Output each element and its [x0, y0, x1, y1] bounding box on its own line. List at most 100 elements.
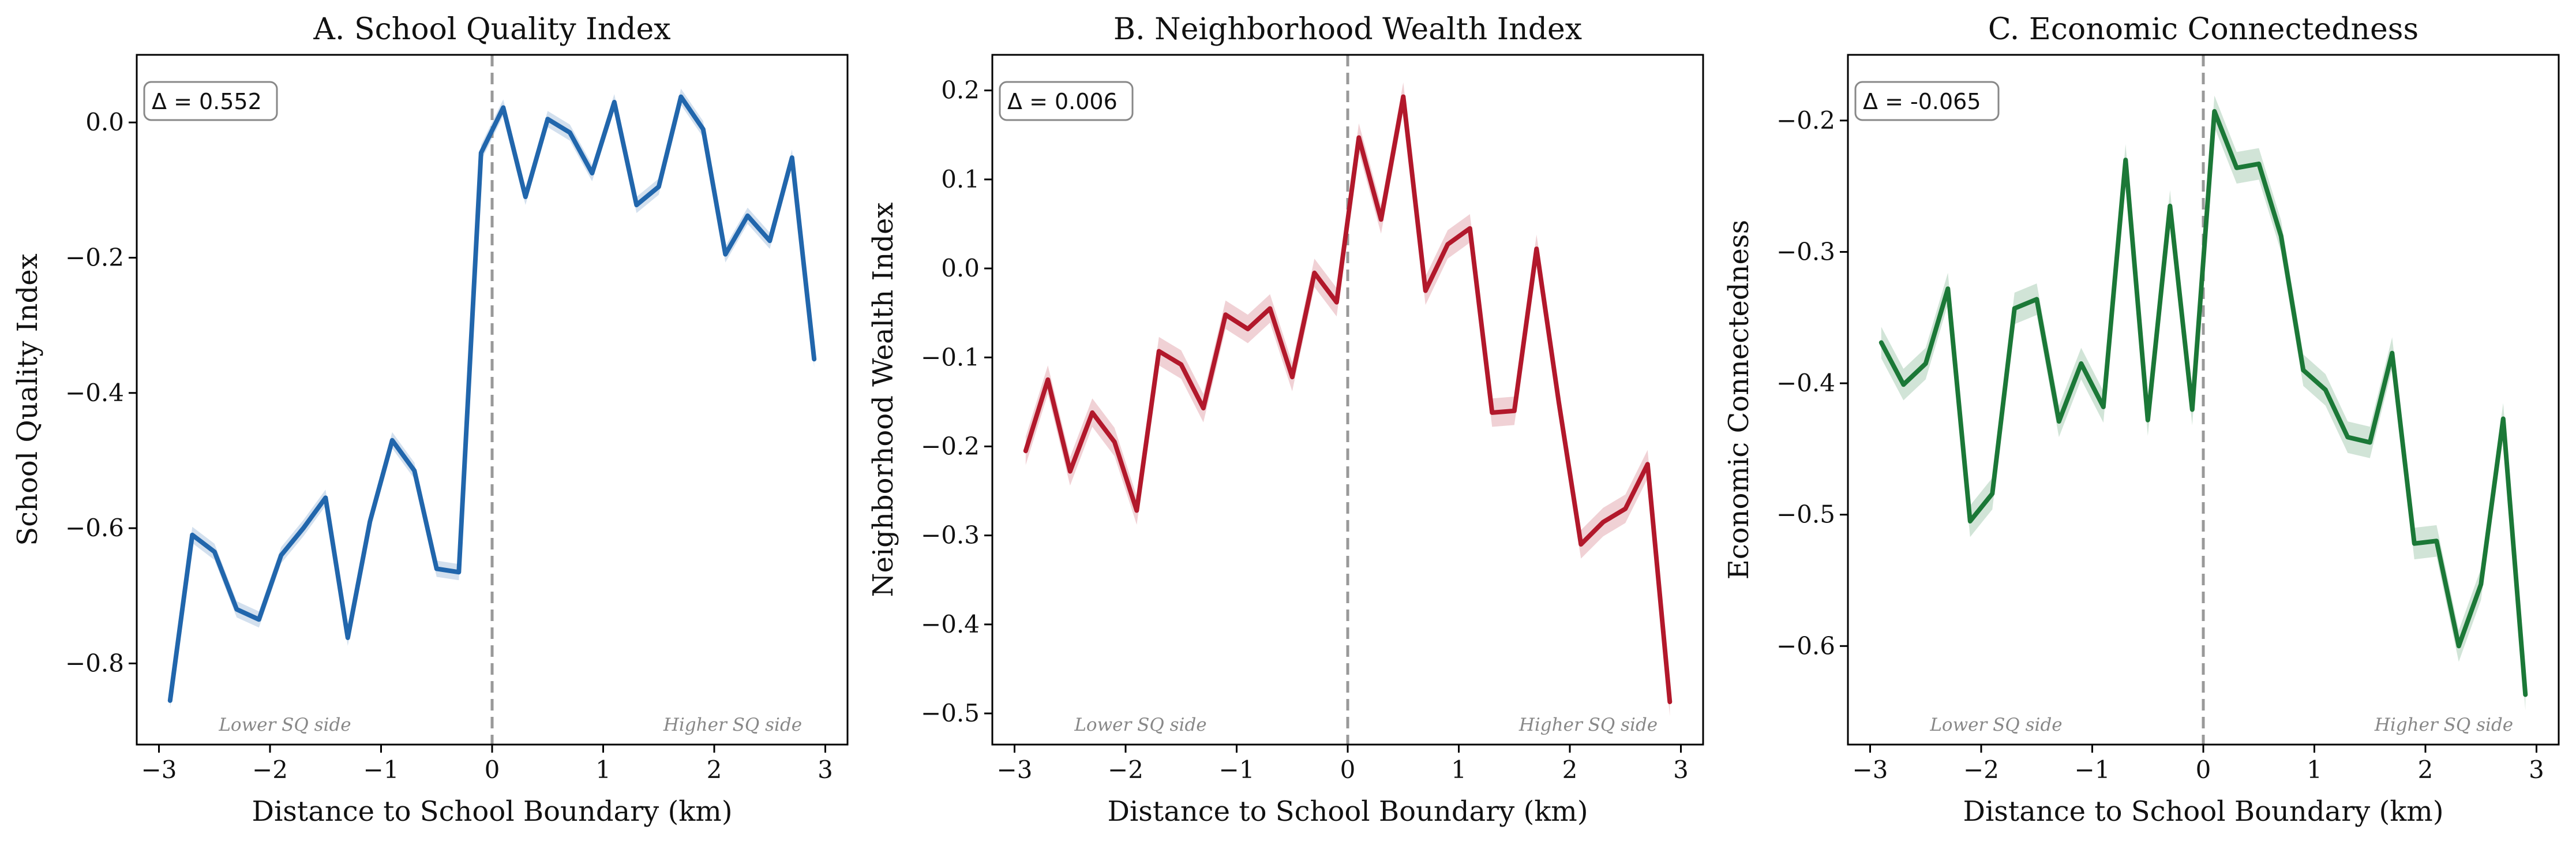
x-tick-label: 0 [485, 756, 500, 784]
x-tick-label: −1 [2075, 756, 2110, 784]
data-point [1202, 406, 1205, 410]
panel-title: B. Neighborhood Wealth Index [1113, 12, 1582, 47]
higher-side-label: Higher SQ side [2374, 715, 2513, 735]
data-point [2435, 539, 2438, 543]
x-axis-label: Distance to School Boundary (km) [252, 795, 732, 828]
data-point [1024, 449, 1028, 453]
data-point [2013, 306, 2016, 310]
annotation-box: Δ = -0.065 [1854, 81, 2000, 121]
y-tick-label: −0.2 [921, 432, 980, 460]
data-point [302, 526, 305, 530]
y-tick-label: −0.2 [1776, 106, 1835, 134]
y-tick-label: −0.6 [65, 514, 124, 542]
data-point [524, 195, 527, 199]
data-point [368, 519, 372, 523]
x-tick-label: −3 [997, 756, 1033, 784]
data-point [213, 550, 216, 554]
data-point [2235, 166, 2238, 170]
data-point [235, 608, 238, 611]
x-tick-label: −3 [141, 756, 177, 784]
data-point [1090, 411, 1094, 414]
x-axis-label: Distance to School Boundary (km) [1107, 795, 1588, 828]
data-point [613, 100, 616, 104]
annotation-box: Δ = 0.006 [999, 81, 1134, 121]
data-point [2279, 234, 2283, 238]
data-point [657, 185, 661, 189]
data-point [679, 95, 683, 99]
data-point [2124, 158, 2127, 162]
x-tick-label: −3 [1853, 756, 1888, 784]
data-point [1602, 521, 1605, 524]
panel-title: A. School Quality Index [313, 12, 670, 47]
data-point [257, 618, 261, 621]
delta-annotation: Δ = 0.552 [152, 89, 262, 114]
data-point [1902, 383, 1905, 386]
data-point [1068, 470, 1072, 473]
data-point [2301, 368, 2305, 372]
x-tick-label: 3 [818, 756, 833, 784]
data-point [790, 156, 794, 159]
data-point [2146, 418, 2150, 422]
x-tick-label: 2 [707, 756, 722, 784]
data-point [1313, 271, 1316, 275]
data-point [568, 131, 572, 134]
data-point [1990, 492, 1994, 495]
data-point [746, 214, 749, 218]
y-tick-label: −0.5 [921, 699, 980, 727]
data-point [590, 171, 594, 175]
data-point [2368, 441, 2372, 444]
series-line [1023, 94, 1673, 704]
data-point [2413, 542, 2416, 545]
data-point [413, 469, 416, 473]
data-point [635, 203, 638, 207]
data-point [1579, 543, 1583, 546]
y-tick-label: −0.4 [1776, 369, 1835, 397]
data-point [1513, 409, 1516, 413]
data-point [1113, 440, 1116, 444]
data-point [723, 253, 727, 256]
data-point [457, 570, 460, 574]
y-tick-label: −0.1 [921, 343, 980, 371]
data-point [1157, 350, 1161, 353]
y-tick-label: −0.6 [1776, 631, 1835, 660]
data-point [768, 239, 771, 242]
lower-side-label: Lower SQ side [218, 715, 351, 735]
data-point [1357, 136, 1360, 139]
data-point [1646, 462, 1649, 466]
y-tick-label: 0.0 [85, 108, 124, 136]
plot-area [1023, 55, 1673, 745]
delta-annotation: Δ = 0.006 [1007, 89, 1118, 114]
data-point [190, 533, 194, 537]
series-line [1878, 109, 2528, 697]
y-axis-label: Economic Connectedness [1723, 220, 1755, 579]
data-point [1224, 313, 1227, 316]
y-axis-label: Neighborhood Wealth Index [867, 203, 899, 597]
panel-b: B. Neighborhood Wealth Index Δ = 0.006 L… [867, 12, 1704, 828]
data-point [1046, 378, 1049, 382]
data-point [391, 439, 394, 442]
x-tick-label: −2 [252, 756, 288, 784]
series-line [167, 94, 817, 703]
data-point [324, 496, 327, 499]
data-point [1446, 242, 1449, 246]
data-point [2390, 352, 2394, 355]
plot-area [167, 55, 817, 745]
panel-a: A. School Quality Index Δ = 0.552 Lower … [12, 12, 849, 828]
x-tick-label: 2 [1562, 756, 1578, 784]
x-tick-label: −1 [363, 756, 399, 784]
x-tick-label: 3 [2529, 756, 2544, 784]
data-point [2035, 297, 2038, 301]
data-point [501, 106, 505, 109]
plot-area [1878, 55, 2528, 745]
data-point [2457, 644, 2461, 648]
y-tick-label: −0.4 [65, 379, 124, 407]
data-point [1490, 411, 1494, 414]
data-point [2257, 162, 2260, 166]
x-tick-label: 1 [2307, 756, 2322, 784]
data-point [2191, 408, 2194, 412]
delta-annotation: Δ = -0.065 [1863, 89, 1981, 114]
y-tick-label: 0.0 [941, 254, 980, 282]
y-tick-label: −0.8 [65, 649, 124, 677]
x-tick-label: −1 [1219, 756, 1255, 784]
lower-side-label: Lower SQ side [1074, 715, 1206, 735]
